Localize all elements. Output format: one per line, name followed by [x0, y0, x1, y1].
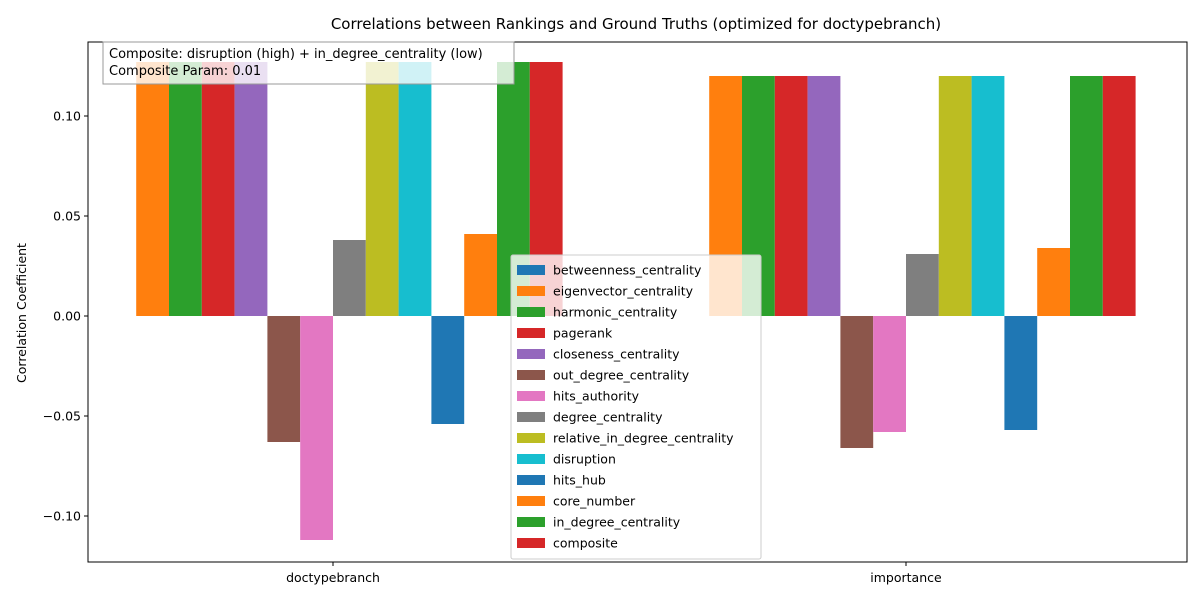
bar-in_degree_centrality-importance: [1070, 76, 1103, 316]
bar-core_number-doctypebranch: [464, 234, 497, 316]
legend-frame: [510, 254, 762, 560]
y-tick-label: 0.10: [53, 109, 81, 124]
legend-swatch-pagerank: [517, 328, 545, 338]
bar-relative_in_degree_centrality-doctypebranch: [365, 62, 399, 316]
chart-title: Correlations between Rankings and Ground…: [331, 15, 941, 33]
bar-degree_centrality-doctypebranch: [333, 240, 366, 316]
axes-layer: −0.10 −0.05 0.00 0.05 0.10 doctypebranch impor…: [43, 41, 1188, 585]
bar-relative_in_degree_centrality-importance: [938, 76, 972, 316]
legend-label-eigenvector_centrality: eigenvector_centrality: [553, 284, 694, 299]
legend-swatch-composite: [517, 538, 545, 548]
legend-label-betweenness_centrality: betweenness_centrality: [553, 263, 702, 278]
bar-harmonic_centrality-doctypebranch: [169, 62, 202, 316]
annotation-line-2: Composite Param: 0.01: [109, 64, 261, 79]
x-tick-label: importance: [870, 570, 942, 585]
y-axis-label: Correlation Coefficient: [14, 243, 29, 383]
legend-swatch-harmonic_centrality: [517, 307, 545, 317]
bar-disruption-doctypebranch: [398, 62, 432, 316]
legend-label-hits_authority: hits_authority: [553, 389, 640, 404]
legend-swatch-betweenness_centrality: [517, 265, 545, 275]
legend-label-disruption: disruption: [553, 452, 616, 467]
bar-pagerank-doctypebranch: [201, 62, 235, 316]
legend-label-pagerank: pagerank: [553, 326, 613, 341]
legend-swatch-hits_authority: [517, 391, 545, 401]
legend-label-degree_centrality: degree_centrality: [553, 410, 663, 425]
bar-disruption-importance: [971, 76, 1005, 316]
y-tick-label: 0.00: [53, 309, 81, 324]
y-tick-label: −0.05: [43, 409, 81, 424]
bar-hits_authority-doctypebranch: [300, 316, 333, 540]
y-tick-label: −0.10: [43, 509, 81, 524]
legend-label-out_degree_centrality: out_degree_centrality: [553, 368, 690, 383]
bar-hits_hub-doctypebranch: [431, 316, 465, 424]
legend-label-harmonic_centrality: harmonic_centrality: [553, 305, 678, 320]
bar-closeness_centrality-importance: [807, 76, 841, 316]
bar-degree_centrality-importance: [906, 254, 939, 316]
x-tick-label: doctypebranch: [286, 570, 380, 585]
legend-swatch-core_number: [517, 496, 545, 506]
legend-swatch-hits_hub: [517, 475, 545, 485]
legend-swatch-closeness_centrality: [517, 349, 545, 359]
legend-swatch-degree_centrality: [517, 412, 545, 422]
composite-annotation-box: Composite: disruption (high) + in_degree…: [102, 41, 515, 85]
y-tick-label: 0.05: [53, 209, 81, 224]
legend-label-hits_hub: hits_hub: [553, 473, 606, 488]
bar-eigenvector_centrality-doctypebranch: [136, 62, 169, 316]
annotation-box-frame: [102, 41, 515, 85]
legend-swatch-disruption: [517, 454, 545, 464]
legend-swatch-in_degree_centrality: [517, 517, 545, 527]
bar-closeness_centrality-doctypebranch: [234, 62, 268, 316]
legend-label-in_degree_centrality: in_degree_centrality: [553, 515, 681, 530]
legend-swatch-eigenvector_centrality: [517, 286, 545, 296]
legend: betweenness_centrality eigenvector_centra…: [510, 254, 762, 560]
legend-swatch-out_degree_centrality: [517, 370, 545, 380]
annotation-line-1: Composite: disruption (high) + in_degree…: [109, 47, 483, 62]
legend-label-composite: composite: [553, 536, 618, 551]
bar-hits_hub-importance: [1004, 316, 1038, 430]
legend-label-core_number: core_number: [553, 494, 636, 509]
bar-out_degree_centrality-doctypebranch: [267, 316, 301, 442]
legend-label-closeness_centrality: closeness_centrality: [553, 347, 680, 362]
legend-label-relative_in_degree_centrality: relative_in_degree_centrality: [553, 431, 734, 446]
legend-swatch-relative_in_degree_centrality: [517, 433, 545, 443]
plot-frame: [87, 41, 1188, 563]
bar-core_number-importance: [1037, 248, 1070, 316]
bar-composite-importance: [1102, 76, 1136, 316]
bar-hits_authority-importance: [873, 316, 906, 432]
bar-pagerank-importance: [774, 76, 808, 316]
bars-layer: [136, 62, 1136, 540]
bar-out_degree_centrality-importance: [840, 316, 874, 448]
